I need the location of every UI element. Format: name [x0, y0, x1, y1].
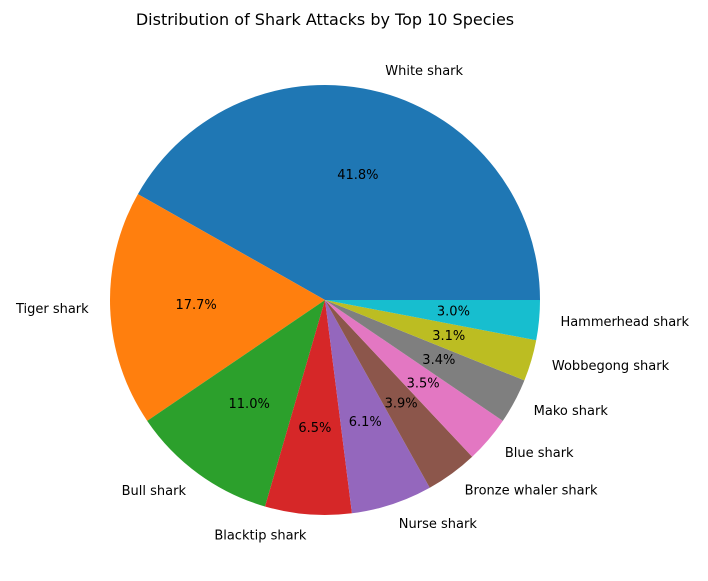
pie-slice-white-shark: [137, 85, 540, 300]
slice-label-hammerhead-shark: Hammerhead shark: [560, 315, 689, 330]
pct-label-nurse-shark: 6.1%: [349, 415, 382, 430]
pie-slices: [109, 85, 540, 515]
pct-label-bull-shark: 11.0%: [229, 397, 270, 412]
pie-slice-bull-shark: [147, 300, 325, 507]
pct-label-tiger-shark: 17.7%: [175, 298, 216, 313]
slice-label-wobbegong-shark: Wobbegong shark: [552, 359, 670, 374]
slice-label-white-shark: White shark: [385, 64, 463, 79]
pie-slice-nurse-shark: [325, 300, 430, 514]
pct-label-blue-shark: 3.5%: [407, 376, 440, 391]
pct-label-hammerhead-shark: 3.0%: [437, 305, 470, 320]
pct-label-bronze-whaler-shark: 3.9%: [385, 397, 418, 412]
slice-label-blue-shark: Blue shark: [505, 446, 574, 461]
pie-labels: White shark 41.8% Tiger shark 17.7% Bull sha…: [15, 64, 690, 543]
slice-label-blacktip-shark: Blacktip shark: [214, 528, 307, 543]
pie-slice-blue-shark: [325, 300, 503, 457]
slice-label-mako-shark: Mako shark: [534, 404, 609, 419]
pct-label-blacktip-shark: 6.5%: [298, 421, 331, 436]
pie-slice-bronze-whaler-shark: [325, 300, 473, 488]
pie-slice-blacktip-shark: [265, 300, 352, 515]
chart-title: Distribution of Shark Attacks by Top 10 …: [136, 10, 514, 29]
pct-label-mako-shark: 3.4%: [422, 353, 455, 368]
slice-label-nurse-shark: Nurse shark: [399, 517, 478, 532]
pct-label-wobbegong-shark: 3.1%: [432, 329, 465, 344]
slice-label-bronze-whaler-shark: Bronze whaler shark: [465, 483, 598, 498]
pie-slice-hammerhead-shark: [325, 300, 540, 341]
pct-label-white-shark: 41.8%: [337, 168, 378, 183]
slice-label-bull-shark: Bull shark: [122, 484, 187, 499]
slice-label-tiger-shark: Tiger shark: [15, 302, 89, 317]
pie-slice-tiger-shark: [109, 194, 325, 421]
pie-slice-mako-shark: [325, 300, 525, 421]
pie-slice-wobbegong-shark: [325, 300, 537, 381]
